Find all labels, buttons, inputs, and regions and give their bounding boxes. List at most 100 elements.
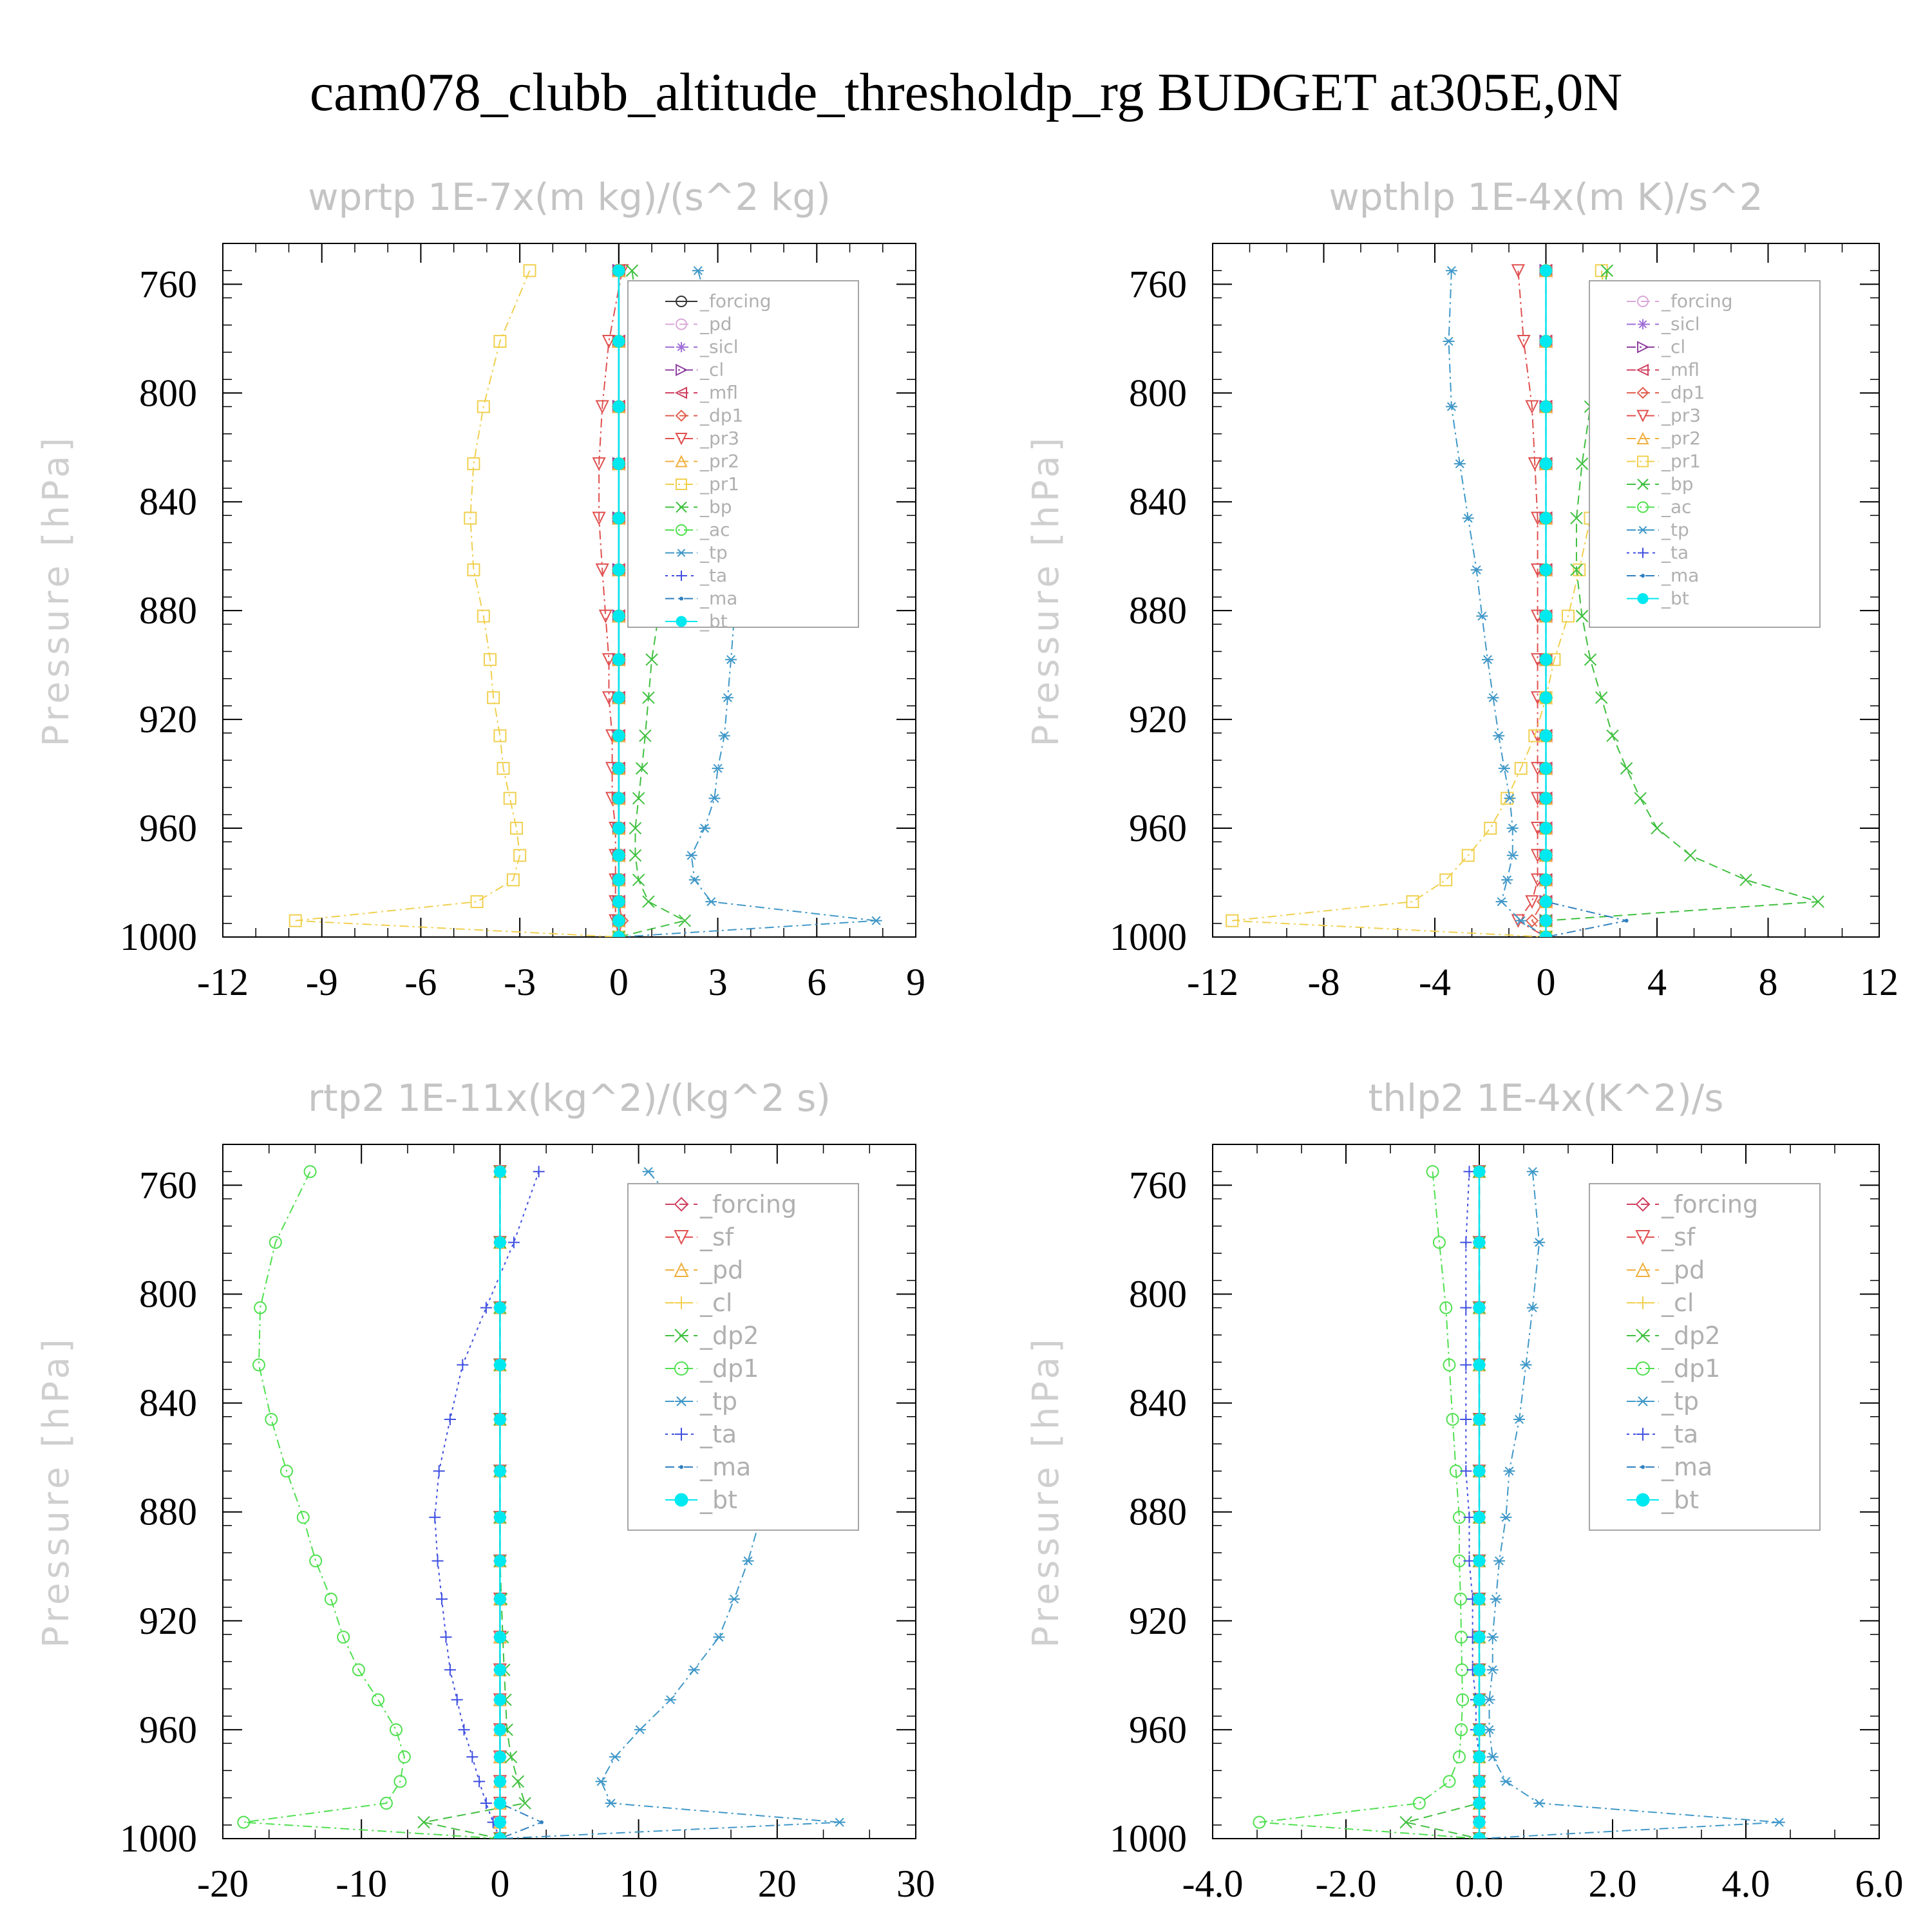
legend-box bbox=[1589, 280, 1821, 628]
legend-label: _tp bbox=[699, 542, 728, 564]
legend-marker bbox=[674, 1361, 688, 1376]
data-point_bt bbox=[1473, 1464, 1486, 1477]
data-point_ta bbox=[436, 1593, 448, 1605]
data-point_bt bbox=[493, 1464, 506, 1477]
legend-marker bbox=[675, 455, 688, 468]
data-point_bt bbox=[493, 1775, 506, 1788]
y-tick-label: 800 bbox=[139, 1273, 197, 1316]
y-tick-label: 880 bbox=[139, 1491, 197, 1533]
data-point_pr1 bbox=[1461, 849, 1475, 862]
y-tick-label: 960 bbox=[139, 807, 197, 849]
data-point_tp bbox=[1501, 875, 1513, 885]
data-point_ta bbox=[1463, 1555, 1475, 1567]
data-point_tp bbox=[688, 1665, 700, 1674]
data-point_bt bbox=[493, 1358, 506, 1371]
legend-marker bbox=[1637, 501, 1649, 513]
series-line_pr1 bbox=[1232, 270, 1611, 937]
data-point_bt bbox=[612, 335, 625, 348]
y-tick-label: 760 bbox=[139, 1164, 197, 1206]
legend-box bbox=[1589, 1183, 1821, 1531]
data-point_tp bbox=[708, 793, 721, 803]
series-line_ma bbox=[499, 1171, 544, 1839]
panel-title: thlp2 1E-4x(K^2)/s bbox=[1368, 1076, 1723, 1120]
data-point_pr1 bbox=[493, 729, 507, 743]
data-point_bt bbox=[493, 1816, 506, 1829]
data-point_bt bbox=[1540, 792, 1552, 805]
legend-marker bbox=[675, 1396, 688, 1406]
data-point_dp1 bbox=[379, 1797, 393, 1810]
y-tick-label: 840 bbox=[1129, 480, 1187, 523]
y-tick-label: 1000 bbox=[1110, 1817, 1187, 1860]
y-tick-label: 800 bbox=[1129, 1273, 1187, 1316]
data-point_bt bbox=[493, 1593, 506, 1605]
data-point_ta bbox=[444, 1663, 456, 1676]
legend-label: _ma bbox=[699, 1453, 751, 1481]
data-point_tp bbox=[833, 1817, 846, 1827]
data-point_tp bbox=[1445, 402, 1457, 412]
legend-box bbox=[627, 280, 859, 628]
legend-label: _cl bbox=[699, 359, 724, 381]
legend-label: _dp1 bbox=[1661, 1354, 1720, 1383]
data-point_bt bbox=[1540, 914, 1552, 927]
x-tick-label: 0 bbox=[490, 1862, 509, 1905]
data-point_bp bbox=[632, 873, 645, 887]
legend-label: _mfl bbox=[1661, 359, 1700, 381]
data-point_tp bbox=[1486, 1633, 1499, 1642]
data-point_pr1 bbox=[1514, 762, 1528, 775]
data-point_bt bbox=[612, 792, 625, 805]
y-tick-label: 840 bbox=[139, 1382, 197, 1425]
legend-marker bbox=[1638, 526, 1648, 535]
data-point_bp bbox=[625, 264, 639, 277]
data-point_dp1 bbox=[390, 1723, 402, 1736]
data-point_bt bbox=[612, 691, 625, 704]
data-point_bp bbox=[1570, 511, 1583, 525]
data-point_tp bbox=[1520, 1360, 1532, 1370]
data-point_dp1 bbox=[1446, 1412, 1459, 1426]
x-tick-label: -12 bbox=[197, 961, 249, 1003]
data-point_bt bbox=[1540, 762, 1552, 775]
x-tick-label: 2.0 bbox=[1589, 1862, 1637, 1905]
legend-marker bbox=[1636, 1296, 1649, 1309]
legend-label: _ta bbox=[1661, 542, 1689, 564]
data-point_dp2 bbox=[1399, 1815, 1412, 1829]
data-point_bt bbox=[1473, 1236, 1486, 1249]
data-point_pr1 bbox=[464, 511, 477, 525]
legend-marker bbox=[1637, 296, 1649, 307]
series-line_dp2 bbox=[423, 1171, 526, 1839]
data-point_dp1 bbox=[1456, 1693, 1470, 1707]
data-point_bt bbox=[493, 1723, 506, 1736]
data-point_tp bbox=[1483, 1695, 1495, 1705]
data-point_ma bbox=[539, 1820, 544, 1824]
data-point_tp bbox=[665, 1695, 677, 1705]
legend-marker bbox=[676, 318, 687, 330]
legend-marker bbox=[674, 1197, 689, 1212]
data-point_bt bbox=[1540, 729, 1552, 742]
data-point_bp bbox=[1575, 457, 1589, 470]
data-point_bt bbox=[493, 1302, 506, 1314]
y-tick-label: 960 bbox=[139, 1709, 197, 1751]
y-tick-label: 800 bbox=[139, 372, 197, 414]
legend: _forcing_pd_sicl_cl_mfl_dp1_pr3_pr2_pr1_… bbox=[627, 280, 859, 632]
data-point_dp1 bbox=[1452, 1750, 1466, 1764]
data-point_ta bbox=[429, 1511, 441, 1524]
x-tick-label: -8 bbox=[1308, 961, 1340, 1003]
data-point_bt bbox=[612, 729, 625, 742]
y-tick-label: 1000 bbox=[120, 916, 197, 958]
data-point_pr3 bbox=[1528, 457, 1542, 471]
data-point_dp1 bbox=[269, 1236, 282, 1249]
legend-label: _pr1 bbox=[1661, 451, 1701, 472]
legend-marker bbox=[1635, 1262, 1651, 1277]
data-point_ta bbox=[480, 1797, 492, 1810]
data-point_bt bbox=[1540, 931, 1552, 937]
x-tick-label: -2.0 bbox=[1316, 1862, 1377, 1905]
legend-marker bbox=[676, 616, 687, 627]
y-tick-label: 800 bbox=[1129, 372, 1187, 414]
legend-marker bbox=[1638, 547, 1648, 558]
x-tick-label: 6.0 bbox=[1855, 1862, 1904, 1905]
data-point_ta bbox=[1460, 1236, 1472, 1249]
data-point_dp1 bbox=[372, 1693, 385, 1707]
y-tick-label: 1000 bbox=[120, 1817, 197, 1860]
x-tick-label: 30 bbox=[896, 1862, 935, 1905]
data-point_dp2 bbox=[504, 1750, 518, 1763]
x-tick-label: 9 bbox=[906, 961, 925, 1003]
